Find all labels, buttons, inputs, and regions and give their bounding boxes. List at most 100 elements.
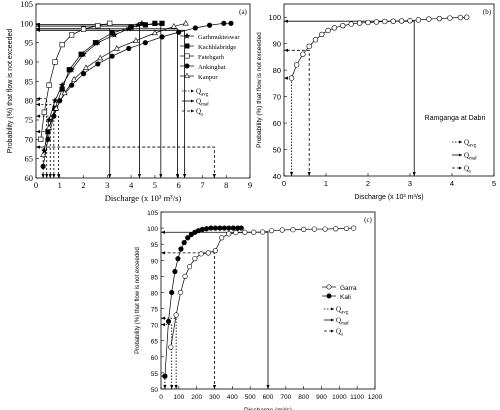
legend-marker xyxy=(183,32,191,39)
legend-qs-arrow xyxy=(191,109,194,113)
data-point xyxy=(198,251,204,257)
data-point xyxy=(159,34,165,40)
data-point xyxy=(78,51,84,57)
data-point xyxy=(348,21,354,27)
legend-marker xyxy=(184,72,190,79)
data-point xyxy=(242,229,248,235)
data-point xyxy=(325,27,331,34)
data-point xyxy=(41,109,47,115)
data-point xyxy=(238,225,244,231)
data-point xyxy=(142,40,148,46)
legend-marker xyxy=(326,284,332,290)
y-tick-label: 80 xyxy=(25,96,34,106)
legend-label: Garra xyxy=(340,285,357,292)
y-tick-label: 65 xyxy=(25,154,34,164)
data-point xyxy=(333,226,339,232)
data-point xyxy=(178,246,184,252)
data-point xyxy=(208,225,214,231)
legend-qavg-arrow xyxy=(191,89,194,93)
legend-qs-label: Qs xyxy=(196,108,203,118)
x-tick-label: 1000 xyxy=(332,394,347,401)
data-point xyxy=(95,61,101,67)
x-tick-label: 5 xyxy=(153,180,157,190)
data-point xyxy=(165,318,172,325)
reference-arrow xyxy=(48,174,52,178)
data-point xyxy=(80,70,87,77)
reference-arrow xyxy=(56,174,61,178)
x-tick-label: 400 xyxy=(227,394,238,401)
data-point xyxy=(233,229,239,236)
data-point xyxy=(226,225,232,231)
series-line xyxy=(164,227,242,377)
legend-qmaf-label: Qmaf xyxy=(464,152,477,162)
y-tick-label: 50 xyxy=(273,146,281,155)
legend-qmaf-arrow xyxy=(459,153,462,157)
legend-qmaf-arrow xyxy=(331,318,334,322)
x-tick-label: 4 xyxy=(129,180,134,190)
x-tick-label: 0 xyxy=(159,394,163,401)
y-tick-label: 60 xyxy=(25,173,34,183)
data-point xyxy=(340,22,346,29)
plot-frame xyxy=(35,3,251,179)
reference-arrow xyxy=(289,172,294,176)
y-axis-label: Probability (%) that flow is not exceede… xyxy=(256,32,263,148)
reference-line xyxy=(284,77,292,176)
reference-arrow xyxy=(36,130,40,134)
data-point xyxy=(312,37,319,43)
data-point xyxy=(45,116,53,123)
reference-arrow xyxy=(170,385,174,389)
data-point xyxy=(162,373,168,379)
data-point xyxy=(398,18,405,24)
data-point xyxy=(322,226,328,232)
data-point xyxy=(80,26,87,32)
legend-qmaf-label: Qmaf xyxy=(336,317,349,327)
data-point xyxy=(170,23,177,29)
legend-label: Garhmukteswar xyxy=(198,34,240,41)
data-point xyxy=(212,225,218,231)
data-point xyxy=(228,20,234,26)
data-point xyxy=(92,40,99,46)
y-tick-label: 105 xyxy=(147,210,158,217)
data-point xyxy=(52,59,58,65)
reference-arrow xyxy=(266,385,270,389)
data-point xyxy=(436,15,443,22)
reference-arrow xyxy=(45,174,49,178)
legend-label: Fatehgarh xyxy=(198,54,225,61)
legend-label: Ankinghat xyxy=(198,64,226,71)
reference-arrow xyxy=(36,22,40,27)
data-point xyxy=(53,105,60,111)
y-tick-label: 80 xyxy=(273,66,281,75)
plot-frame xyxy=(283,3,495,177)
data-point xyxy=(192,256,198,262)
data-point xyxy=(178,289,184,296)
data-point xyxy=(176,29,182,35)
legend-marker xyxy=(326,293,332,299)
legend-qavg-label: Qavg xyxy=(196,88,209,98)
reference-line xyxy=(161,324,173,389)
x-axis-label: Discharge (x 10³ m³/s) xyxy=(354,194,423,201)
data-point xyxy=(151,29,158,36)
reference-arrow xyxy=(174,385,178,389)
data-point xyxy=(260,229,266,235)
data-point xyxy=(182,273,188,279)
data-point xyxy=(290,227,296,233)
data-point xyxy=(61,89,68,96)
data-point xyxy=(169,289,175,296)
data-point xyxy=(230,225,236,231)
reference-arrow xyxy=(161,323,165,327)
x-tick-label: 700 xyxy=(280,394,291,401)
reference-arrow xyxy=(41,174,45,178)
x-axis-label: Discharge (m³/s) xyxy=(244,407,292,410)
reference-arrow xyxy=(161,316,165,320)
reference-line xyxy=(284,49,310,176)
panel-a: 0 1 2 3 4 5 6 7 8 9 60 65 70 75 80 85 90 95 100 105 Discharg… xyxy=(7,0,252,203)
data-point xyxy=(71,76,78,82)
reference-arrow xyxy=(36,27,40,31)
x-tick-label: 5 xyxy=(492,179,496,188)
data-point xyxy=(293,62,300,68)
x-tick-label: 8 xyxy=(224,180,228,190)
data-point xyxy=(182,19,189,26)
data-point xyxy=(288,75,295,81)
x-tick-label: 1 xyxy=(58,180,62,190)
data-point xyxy=(306,43,312,50)
